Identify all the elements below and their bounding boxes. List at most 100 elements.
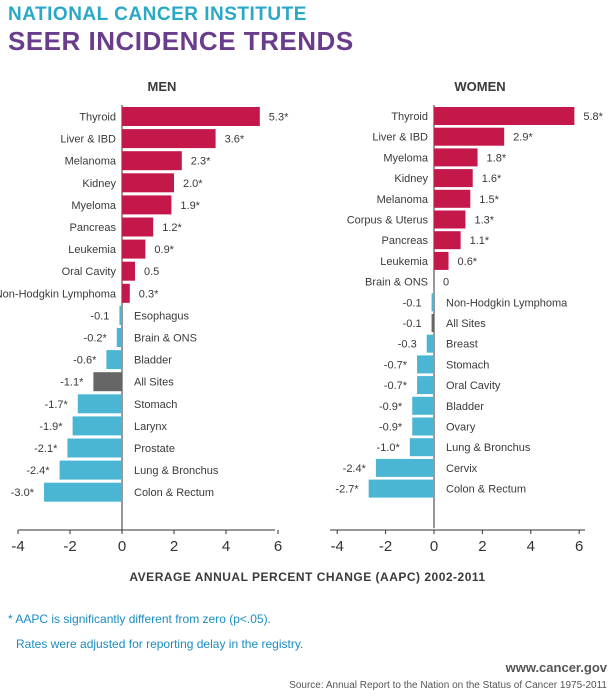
men-value-label: 0.3* <box>139 288 159 300</box>
women-value-label: 1.8* <box>487 152 507 164</box>
men-value-label: -3.0* <box>11 487 35 499</box>
source-note: Source: Annual Report to the Nation on t… <box>289 680 607 691</box>
men-bar <box>59 460 122 480</box>
men-bar <box>122 283 130 303</box>
men-x-tick-label: 2 <box>170 538 178 555</box>
men-bar <box>122 173 174 193</box>
men-value-label: 0.9* <box>154 244 174 256</box>
women-bar <box>431 293 434 312</box>
men-bar <box>122 239 146 259</box>
footnote-significance: * AAPC is significantly different from z… <box>8 612 271 626</box>
women-value-label: 1.6* <box>482 173 502 185</box>
men-bar <box>93 372 122 392</box>
women-bar <box>431 314 434 332</box>
women-bar <box>434 210 466 229</box>
men-bar <box>122 261 135 281</box>
women-bar <box>417 355 434 374</box>
women-category-label: Oral Cavity <box>446 380 501 392</box>
women-value-label: -0.1 <box>403 297 422 309</box>
women-value-label: -2.7* <box>335 484 359 496</box>
women-value-label: -0.7* <box>384 380 408 392</box>
women-category-label: Colon & Rectum <box>446 484 526 496</box>
men-value-label: -0.6* <box>73 355 97 367</box>
women-x-tick-label: -4 <box>331 538 344 555</box>
men-bar <box>116 328 122 347</box>
men-category-label: Stomach <box>134 399 177 411</box>
page-title: SEER INCIDENCE TRENDS <box>8 26 354 56</box>
men-value-label: 3.6* <box>225 134 245 146</box>
men-value-label: -0.2* <box>84 333 108 345</box>
women-category-label: Breast <box>446 339 478 351</box>
women-bar <box>412 396 434 415</box>
women-x-tick-label: -2 <box>379 538 392 555</box>
men-value-label: -2.4* <box>26 465 50 477</box>
men-category-label: Colon & Rectum <box>134 487 214 499</box>
women-category-label: Pancreas <box>382 235 429 247</box>
women-category-label: Kidney <box>394 173 428 185</box>
men-category-label: Prostate <box>134 443 175 455</box>
men-category-label: Esophagus <box>134 310 190 322</box>
men-bar <box>122 217 154 237</box>
men-value-label: 5.3* <box>269 112 289 124</box>
men-category-label: Leukemia <box>68 244 117 256</box>
women-value-label: -2.4* <box>343 463 367 475</box>
women-category-label: Liver & IBD <box>372 132 428 144</box>
men-value-label: -0.1 <box>90 310 109 322</box>
men-bar <box>44 482 122 502</box>
women-value-label: -0.9* <box>379 401 403 413</box>
women-category-label: Brain & ONS <box>365 277 428 289</box>
women-x-tick-label: 2 <box>478 538 486 555</box>
women-chart-title: WOMEN <box>454 79 505 94</box>
men-chart-title: MEN <box>148 79 177 94</box>
men-category-label: Non-Hodgkin Lymphoma <box>0 288 117 300</box>
men-category-label: Lung & Bronchus <box>134 465 219 477</box>
men-category-label: Kidney <box>82 178 116 190</box>
footnote-adjustment: Rates were adjusted for reporting delay … <box>16 637 304 651</box>
men-x-tick-label: 4 <box>222 538 230 555</box>
x-axis-title: AVERAGE ANNUAL PERCENT CHANGE (AAPC) 200… <box>129 570 486 584</box>
women-x-tick-label: 4 <box>527 538 535 555</box>
men-value-label: -1.7* <box>45 399 69 411</box>
men-category-label: Liver & IBD <box>60 134 116 146</box>
men-bar <box>122 195 172 215</box>
women-value-label: 1.1* <box>470 235 490 247</box>
women-bar <box>412 417 434 436</box>
women-category-label: Non-Hodgkin Lymphoma <box>446 297 568 309</box>
women-category-label: Corpus & Uterus <box>347 215 429 227</box>
women-bar <box>434 231 461 250</box>
women-value-label: -1.0* <box>377 442 401 454</box>
women-bar <box>434 148 478 167</box>
men-category-label: Thyroid <box>79 112 116 124</box>
men-value-label: 2.0* <box>183 178 203 190</box>
men-value-label: 0.5 <box>144 266 159 278</box>
men-category-label: Pancreas <box>70 222 117 234</box>
women-category-label: Ovary <box>446 422 476 434</box>
men-value-label: -1.1* <box>60 377 84 389</box>
women-category-label: Leukemia <box>380 256 429 268</box>
org-name: NATIONAL CANCER INSTITUTE <box>8 4 307 25</box>
women-value-label: 1.3* <box>474 215 494 227</box>
men-x-tick-label: -2 <box>63 538 76 555</box>
men-bar <box>72 416 122 436</box>
website-link[interactable]: www.cancer.gov <box>505 660 607 675</box>
women-value-label: 2.9* <box>513 132 533 144</box>
men-bar <box>67 438 122 458</box>
men-category-label: Brain & ONS <box>134 333 197 345</box>
women-bar <box>434 251 449 270</box>
women-value-label: -0.3 <box>398 339 417 351</box>
women-bar <box>434 107 575 125</box>
men-category-label: Oral Cavity <box>62 266 117 278</box>
women-category-label: Lung & Bronchus <box>446 442 531 454</box>
men-category-label: All Sites <box>134 377 174 389</box>
women-category-label: Melanoma <box>377 194 429 206</box>
men-category-label: Melanoma <box>65 156 117 168</box>
men-value-label: 1.2* <box>162 222 182 234</box>
women-value-label: 1.5* <box>479 194 499 206</box>
men-x-tick-label: 0 <box>118 538 126 555</box>
men-bar <box>122 107 260 126</box>
men-value-label: -2.1* <box>34 443 58 455</box>
women-bar <box>426 334 434 353</box>
women-bar <box>368 479 434 498</box>
women-category-label: Stomach <box>446 359 489 371</box>
